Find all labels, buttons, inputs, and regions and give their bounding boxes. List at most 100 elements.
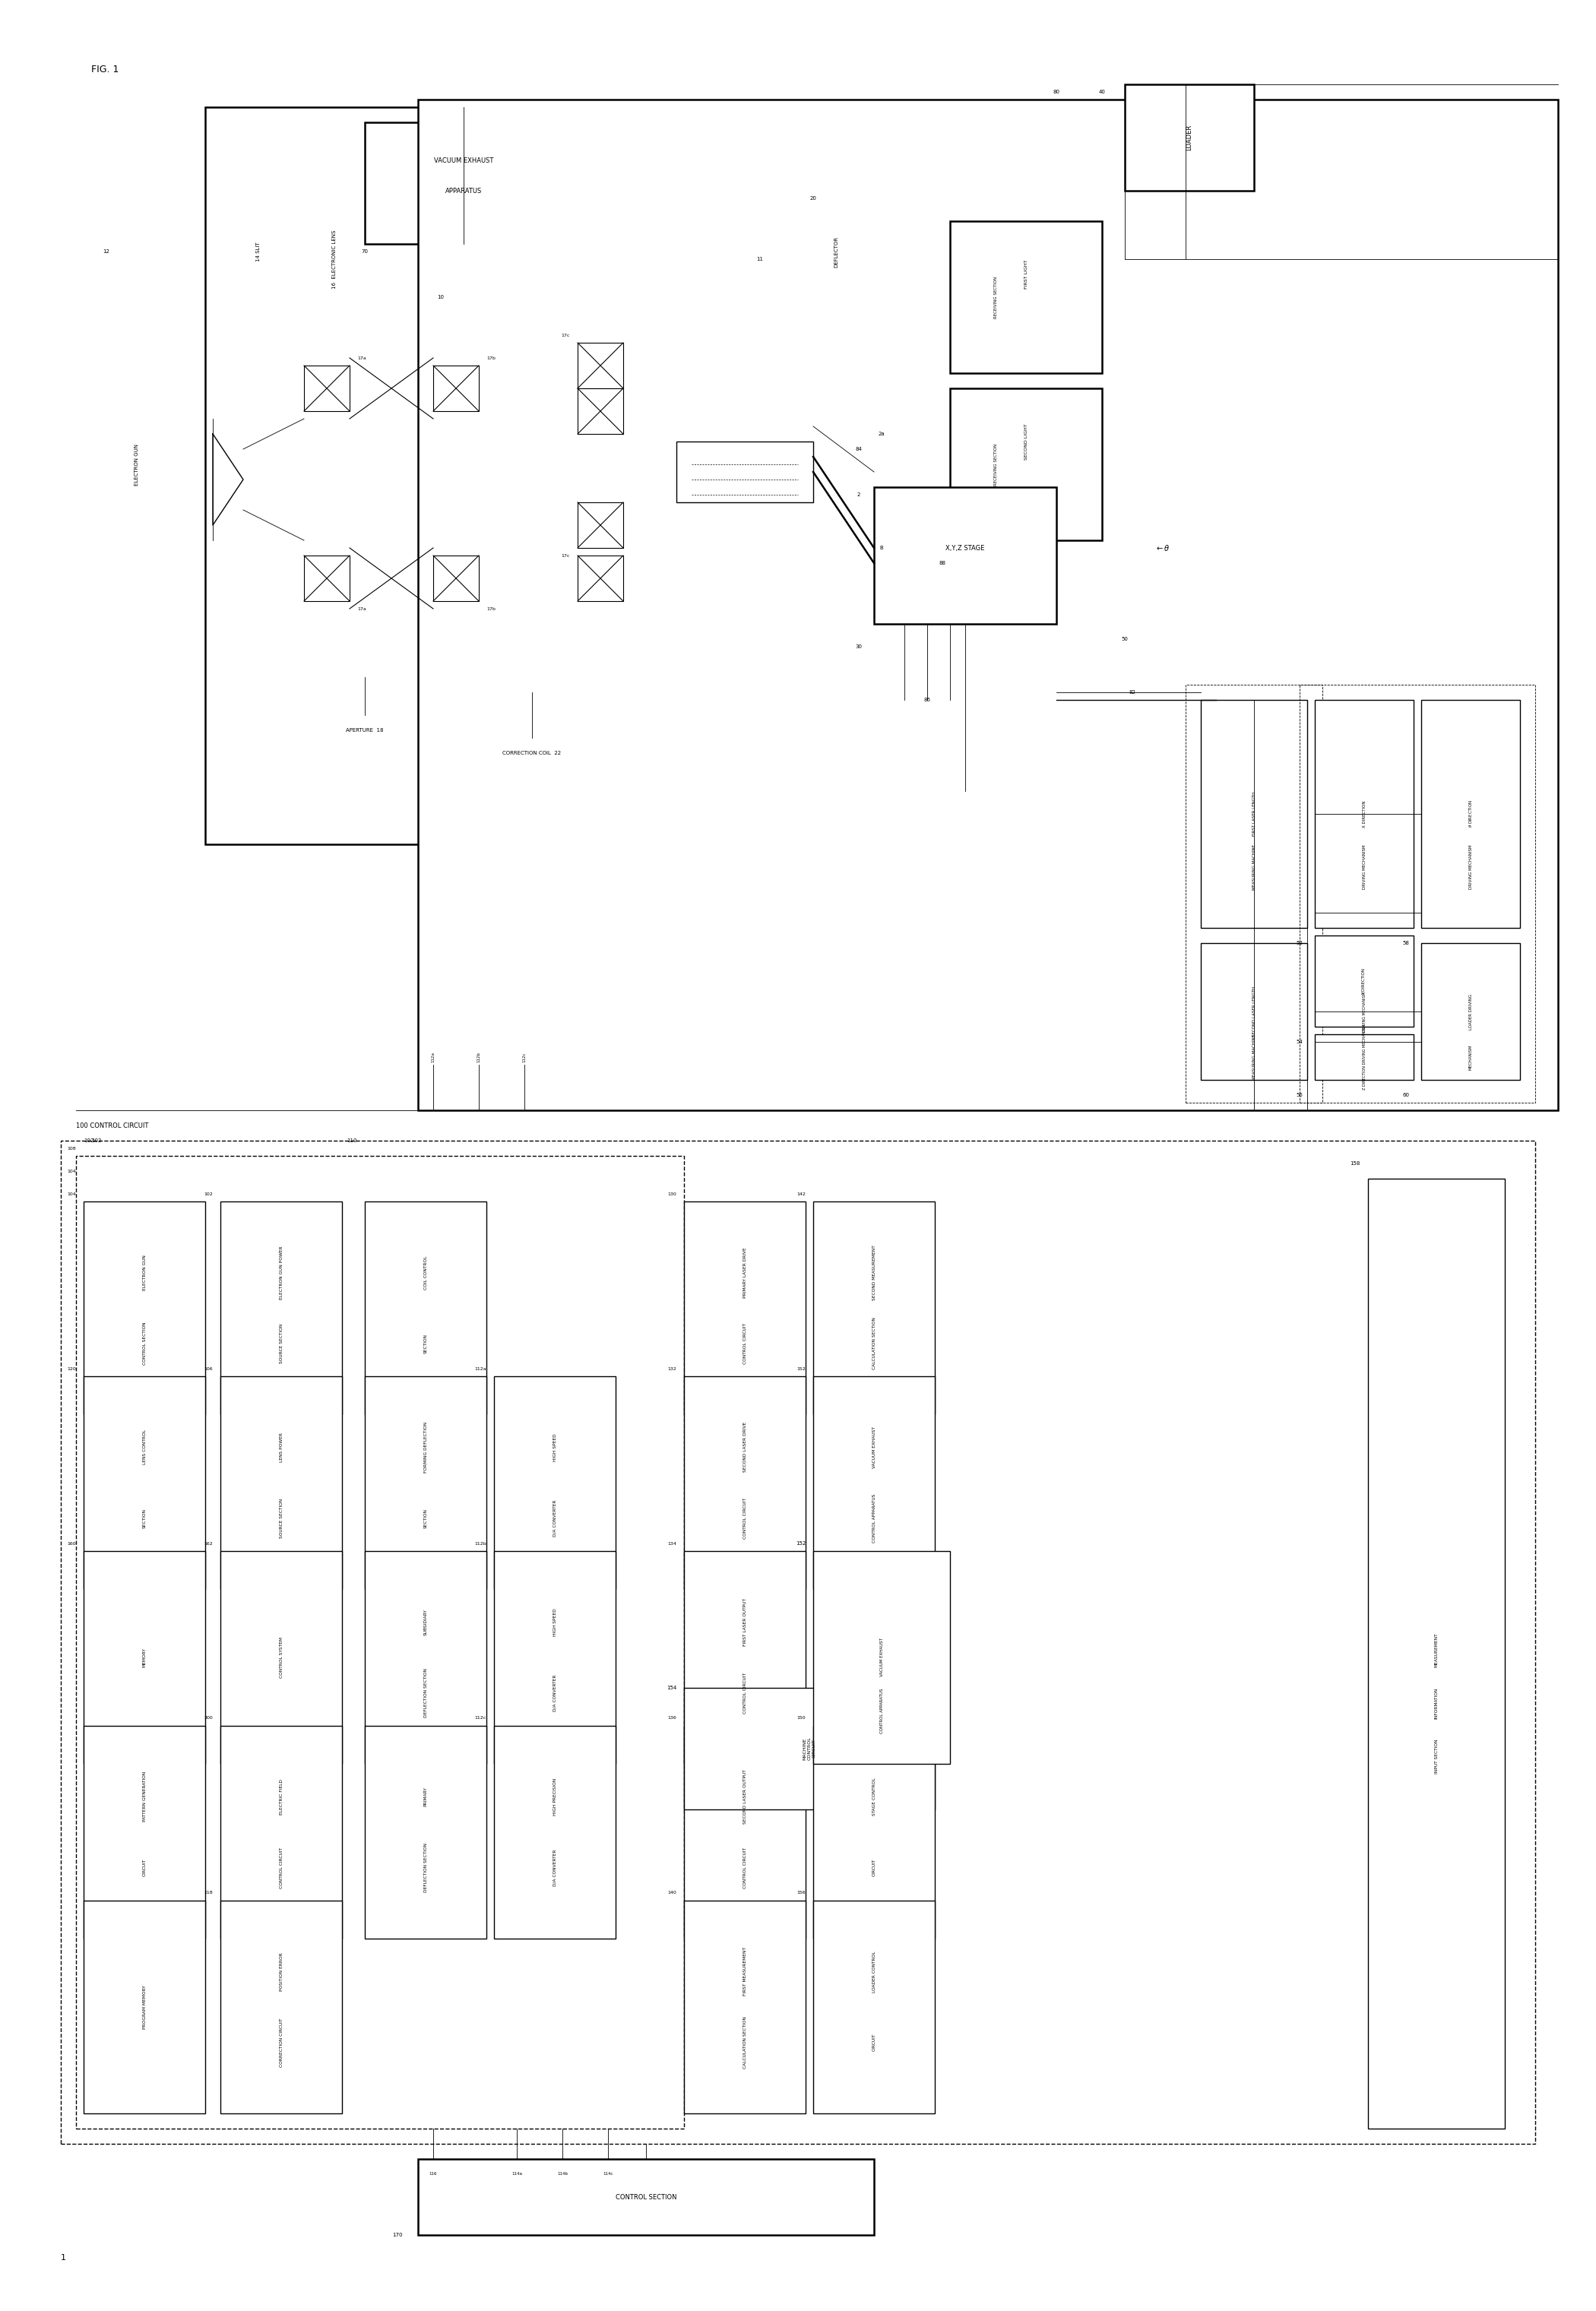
Bar (950, 222, 1101, 372)
Text: CALCULATION SECTION: CALCULATION SECTION (742, 2015, 747, 2068)
Text: FIRST MEASUREMENT: FIRST MEASUREMENT (742, 1948, 747, 1997)
Bar (418, 99, 1558, 1109)
Bar (220, 1551, 342, 1763)
Text: SOURCE SECTION: SOURCE SECTION (279, 1324, 282, 1363)
Text: 104: 104 (67, 1169, 77, 1174)
Bar (365, 122, 562, 245)
Bar (814, 1202, 935, 1414)
Text: 112c: 112c (522, 1052, 527, 1063)
Bar (578, 555, 622, 601)
Text: PRIMARY LASER DRIVE: PRIMARY LASER DRIVE (742, 1248, 747, 1299)
Text: CONTROL SECTION: CONTROL SECTION (616, 2193, 677, 2200)
Text: SECOND MEASUREMENT: SECOND MEASUREMENT (871, 1246, 876, 1301)
Text: PROGRAM MEMORY: PROGRAM MEMORY (142, 1985, 147, 2029)
Text: 14 SLIT: 14 SLIT (255, 243, 260, 261)
Text: 84: 84 (855, 446, 862, 451)
Text: D/A CONVERTER: D/A CONVERTER (552, 1849, 557, 1886)
Text: 56: 56 (1296, 1093, 1302, 1098)
Text: APPARATUS: APPARATUS (445, 187, 482, 194)
Bar (677, 441, 814, 501)
Text: MEASURING MACHINE: MEASURING MACHINE (1253, 1035, 1256, 1079)
Text: 104: 104 (67, 1192, 77, 1195)
Text: FIG. 1: FIG. 1 (91, 65, 118, 74)
Text: COIL CONTROL: COIL CONTROL (423, 1255, 428, 1290)
Text: 110: 110 (346, 1139, 358, 1144)
Text: CONTROL SYSTEM: CONTROL SYSTEM (279, 1636, 282, 1678)
Text: CONTROL CIRCUIT: CONTROL CIRCUIT (742, 1673, 747, 1712)
Text: X DIRECTION: X DIRECTION (1363, 800, 1366, 827)
Text: 17b: 17b (487, 356, 495, 361)
Text: LOADER: LOADER (1186, 125, 1192, 150)
Bar (303, 365, 350, 411)
Text: 112a: 112a (431, 1052, 436, 1063)
Bar (303, 555, 350, 601)
Text: FIRST LASER OUTPUT: FIRST LASER OUTPUT (742, 1597, 747, 1645)
Text: 112a: 112a (474, 1366, 487, 1370)
Text: MACHINE
CONTROL
CIRCUIT: MACHINE CONTROL CIRCUIT (803, 1738, 816, 1761)
Text: 20: 20 (809, 196, 817, 201)
Text: B: B (879, 545, 884, 550)
Text: CONTROL APPARATUS: CONTROL APPARATUS (871, 1493, 876, 1541)
Bar (685, 1726, 806, 1939)
Bar (950, 388, 1101, 541)
Text: CONTROL SECTION: CONTROL SECTION (142, 1322, 147, 1366)
Bar (685, 1377, 806, 1590)
Text: 152: 152 (795, 1541, 806, 1546)
Text: 82: 82 (1128, 691, 1136, 696)
Bar (77, 1156, 685, 2128)
Bar (206, 106, 806, 844)
Text: 40: 40 (1098, 90, 1106, 95)
Text: VACUUM EXHAUST: VACUUM EXHAUST (879, 1638, 884, 1678)
Text: 106: 106 (204, 1366, 212, 1370)
Text: 1: 1 (61, 2253, 65, 2262)
Text: 114a: 114a (511, 2172, 522, 2177)
Text: D/A CONVERTER: D/A CONVERTER (552, 1675, 557, 1712)
Bar (814, 1377, 935, 1590)
Bar (83, 1900, 206, 2115)
Text: STAGE CONTROL: STAGE CONTROL (871, 1777, 876, 1816)
Text: CONTROL CIRCUIT: CONTROL CIRCUIT (742, 1498, 747, 1539)
Text: 17a: 17a (358, 608, 365, 610)
Text: VACUUM EXHAUST: VACUUM EXHAUST (434, 157, 493, 164)
Text: SECOND LASER LENGTH: SECOND LASER LENGTH (1253, 987, 1256, 1038)
Bar (685, 1687, 935, 1810)
Bar (578, 501, 622, 548)
Text: DEFLECTOR: DEFLECTOR (833, 236, 838, 268)
Text: CONTROL APPARATUS: CONTROL APPARATUS (879, 1687, 884, 1733)
Text: SUBSIDIARY: SUBSIDIARY (423, 1608, 428, 1636)
Text: 156: 156 (796, 1890, 806, 1895)
Bar (685, 1900, 806, 2115)
Text: PRIMARY: PRIMARY (423, 1786, 428, 1807)
Text: SECOND LASER OUTPUT: SECOND LASER OUTPUT (742, 1770, 747, 1823)
Text: 54: 54 (1296, 1040, 1302, 1045)
Text: SOURCE SECTION: SOURCE SECTION (279, 1498, 282, 1539)
Text: MEASURING MACHINE: MEASURING MACHINE (1253, 844, 1256, 890)
Text: CALCULATION SECTION: CALCULATION SECTION (871, 1317, 876, 1370)
Text: MECHANISM: MECHANISM (1468, 1045, 1473, 1070)
Text: APERTURE  18: APERTURE 18 (346, 728, 383, 733)
Text: 136: 136 (667, 1717, 677, 1719)
Text: 114b: 114b (557, 2172, 568, 2177)
Bar (1315, 1035, 1414, 1079)
Bar (814, 1726, 935, 1939)
Text: 17c: 17c (562, 333, 570, 337)
Text: SECTION: SECTION (423, 1509, 428, 1528)
Text: 130: 130 (667, 1192, 677, 1195)
Text: 132: 132 (667, 1366, 677, 1370)
Text: SECTION: SECTION (423, 1333, 428, 1354)
Bar (814, 1900, 935, 2115)
Bar (1200, 700, 1307, 929)
Text: DEFLECTION SECTION: DEFLECTION SECTION (423, 1669, 428, 1717)
Text: 17c: 17c (562, 555, 570, 557)
Text: 112c: 112c (476, 1717, 487, 1719)
Text: SECTION: SECTION (142, 1509, 147, 1528)
Text: CORRECTION COIL  22: CORRECTION COIL 22 (503, 751, 562, 756)
Text: 140: 140 (667, 1890, 677, 1895)
Text: 60: 60 (1403, 1093, 1409, 1098)
Text: 11: 11 (757, 257, 763, 261)
Text: LENS CONTROL: LENS CONTROL (142, 1431, 147, 1465)
Bar (578, 388, 622, 434)
Text: DRIVING MECHANISM: DRIVING MECHANISM (1363, 991, 1366, 1031)
Text: 112b: 112b (477, 1052, 480, 1063)
Text: DRIVING MECHANISM: DRIVING MECHANISM (1363, 846, 1366, 890)
